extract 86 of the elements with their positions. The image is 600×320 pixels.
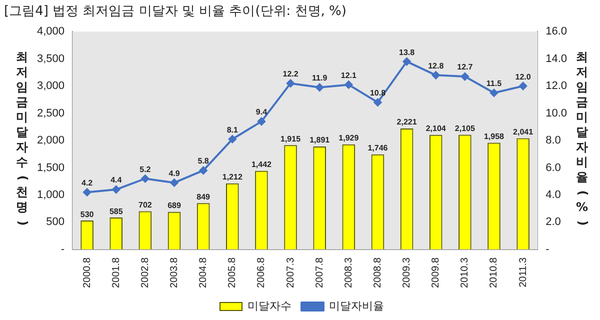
y2-tick-label: 4.0: [546, 188, 561, 201]
x-tick-label: 2009.3: [402, 256, 413, 288]
data-label: 11.9: [312, 74, 328, 83]
point: [374, 98, 382, 106]
point: [344, 80, 353, 89]
point: [141, 174, 150, 183]
data-label: 1,958: [484, 132, 505, 141]
x-tick-label: 2007.8: [314, 256, 326, 288]
y2-tick-label: -: [546, 243, 550, 256]
data-label: 12.7: [457, 62, 474, 72]
y2-tick-label: 16.0: [546, 26, 568, 38]
y-tick-label: 4,000: [36, 26, 65, 38]
point: [83, 188, 92, 196]
data-label: 4.2: [82, 178, 94, 188]
data-label: 1,746: [368, 144, 388, 153]
point: [490, 88, 498, 97]
y-tick-label: -: [60, 243, 65, 256]
text: 최저임금미달자비율(%): [576, 50, 590, 226]
x-tick-label: 2003.8: [169, 256, 180, 288]
x-tick-label: 2009.8: [430, 256, 442, 288]
point: [286, 79, 295, 88]
x-tick-label: 2001.8: [110, 256, 122, 288]
point: [257, 117, 266, 126]
data-label: 1,212: [222, 172, 243, 182]
x-tick-label: 2006.8: [256, 256, 268, 288]
y-tick-label: 2,500: [36, 107, 65, 120]
y-tick-label: 2,000: [36, 134, 65, 147]
data-label: 1,929: [338, 134, 360, 143]
point: [170, 178, 178, 187]
data-label: 13.8: [399, 48, 416, 57]
point: [432, 71, 440, 80]
data-label: 12.2: [282, 70, 299, 79]
legend-label: 미달자비율: [329, 300, 384, 313]
x-tick-label: 2008.8: [372, 256, 384, 288]
data-label: 530: [80, 210, 94, 219]
data-label: 9.4: [256, 108, 268, 117]
x-tick-label: 2008.3: [343, 256, 354, 288]
x-tick-label: 2010.3: [460, 256, 471, 288]
data-label: 2,041: [513, 127, 534, 136]
data-label: 849: [196, 192, 211, 202]
point: [402, 58, 411, 66]
x-tick-label: 2002.8: [140, 256, 151, 288]
data-label: 4.4: [110, 176, 122, 185]
data-label: 2,104: [426, 124, 446, 134]
data-label: 1,915: [280, 134, 302, 144]
x-tick-label: 2010.8: [488, 256, 500, 288]
y-tick-label: 3,000: [36, 80, 65, 92]
data-label: 4.9: [168, 168, 180, 178]
data-label: 5.8: [198, 156, 210, 166]
x-tick-label: 2000.8: [82, 256, 93, 288]
data-label: 2,221: [396, 118, 418, 127]
y-tick-label: 1,000: [36, 188, 65, 201]
y2-tick-label: 12.0: [546, 80, 568, 92]
data-label: 11.5: [486, 79, 502, 88]
point: [199, 166, 208, 174]
chart-title: [그림4] 법정 최저임금 미달자 및 비율 추이(단위: 천명, %): [3, 3, 348, 21]
data-label: 2,105: [454, 124, 476, 133]
y-tick-label: 1,500: [36, 162, 65, 174]
data-label: 12.0: [515, 72, 532, 82]
y-tick-label: 500: [46, 216, 65, 228]
data-label: 12.8: [428, 61, 444, 70]
x-tick-label: 2004.8: [198, 256, 210, 288]
data-label: 8.1: [226, 125, 238, 134]
data-label: 1,891: [310, 136, 330, 145]
data-label: 689: [168, 201, 182, 210]
x-tick-label: 2011.3: [518, 256, 529, 288]
legend-label: 미달자수: [248, 300, 292, 313]
data-label: 585: [109, 206, 124, 216]
point: [316, 83, 324, 92]
data-label: 702: [138, 200, 152, 210]
x-tick-label: 2007.3: [285, 256, 296, 288]
data-label: 5.2: [140, 164, 152, 174]
point: [519, 82, 528, 90]
y2-tick-label: 6.0: [546, 162, 561, 174]
point: [112, 186, 120, 194]
y-tick-label: 3,500: [36, 52, 65, 65]
point: [228, 135, 236, 144]
y2-tick-label: 2.0: [546, 216, 561, 228]
data-label: 1,442: [251, 160, 272, 170]
point: [460, 72, 469, 81]
y2-tick-label: 14.0: [546, 52, 568, 65]
text: 최저임금미달자수(천명): [16, 50, 30, 226]
y2-tick-label: 8.0: [546, 134, 561, 147]
data-label: 12.1: [340, 70, 357, 80]
x-tick-label: 2005.8: [227, 256, 238, 288]
y2-tick-label: 10.0: [546, 107, 568, 120]
